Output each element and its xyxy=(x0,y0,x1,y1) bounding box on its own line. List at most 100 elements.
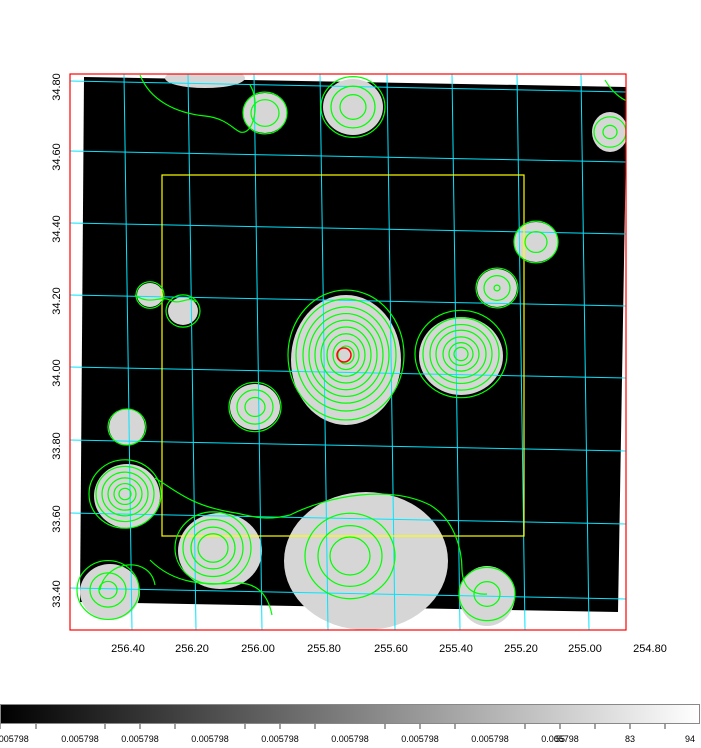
source-blob xyxy=(323,79,383,135)
contour-ring xyxy=(135,281,165,309)
colorbar-border xyxy=(0,704,700,724)
colorbar: 0.005798 0.005798 0.005798 0.005798 0.00… xyxy=(0,704,700,744)
contour-ring xyxy=(182,518,244,578)
contour-ring xyxy=(250,99,280,127)
contour-ring xyxy=(95,465,155,523)
contour-ring xyxy=(332,339,360,371)
colorbar-label: 0.005798 xyxy=(401,734,439,744)
contour-ring xyxy=(513,220,559,264)
contour-ring xyxy=(174,511,252,585)
colorbar-label: 83 xyxy=(625,734,635,744)
contour-ring xyxy=(422,317,500,391)
contour-ring xyxy=(236,389,274,425)
contour-ring xyxy=(429,323,493,385)
contour-ring xyxy=(76,559,140,621)
contour-ring xyxy=(448,342,474,367)
contour-line xyxy=(154,477,488,595)
contour-ring xyxy=(165,294,201,328)
contour-ring xyxy=(197,533,229,563)
contour-ring xyxy=(308,312,384,398)
contour-ring xyxy=(330,85,376,129)
grid-line-ra xyxy=(253,74,263,630)
contour-ring xyxy=(295,298,397,412)
grid-line-dec xyxy=(70,294,626,307)
x-tick-label: 256.20 xyxy=(175,643,209,655)
y-tick-label: 34.40 xyxy=(51,215,63,243)
grid-line-dec xyxy=(70,150,626,163)
contour-ring xyxy=(317,524,383,587)
grid-line-dec xyxy=(70,366,626,379)
y-tick-label: 34.00 xyxy=(51,359,63,387)
x-tick-label: 256.40 xyxy=(111,643,145,655)
x-tick-label: 255.20 xyxy=(504,643,538,655)
y-tick-label: 33.60 xyxy=(51,505,63,533)
colorbar-label: 0.005798 xyxy=(61,734,99,744)
contour-ring xyxy=(435,329,487,379)
contour-ring xyxy=(314,319,378,391)
source-blob xyxy=(291,295,401,425)
yellow-region-box xyxy=(161,174,525,537)
contour-ring xyxy=(98,580,118,600)
x-tick-label: 256.00 xyxy=(241,643,275,655)
contour-ring xyxy=(244,396,266,418)
contour-ring xyxy=(524,230,548,254)
contour-ring xyxy=(88,459,162,529)
colorbar-label: 0.005798 xyxy=(471,734,509,744)
x-tick-label: 255.80 xyxy=(307,643,341,655)
colorbar-gradient xyxy=(0,704,700,724)
contour-ring xyxy=(473,581,501,607)
contour-ring xyxy=(113,482,137,506)
colorbar-label: 0.005798 xyxy=(0,734,29,744)
x-axis: 256.40 256.20 256.00 255.80 255.60 255.4… xyxy=(111,643,667,655)
source-blob xyxy=(514,222,558,262)
source-blob xyxy=(109,409,145,445)
contour-ring xyxy=(89,572,127,608)
colorbar-label: 94 xyxy=(685,734,695,744)
x-tick-label: 255.00 xyxy=(568,643,602,655)
contour-ring xyxy=(320,326,372,384)
source-blob xyxy=(165,74,245,88)
contour-ring xyxy=(302,306,390,404)
contour-ring xyxy=(475,267,519,309)
contour-ring xyxy=(107,477,143,511)
contour-ring xyxy=(593,116,626,148)
contour-ring xyxy=(453,346,469,362)
colorbar-ticks xyxy=(0,724,666,729)
y-tick-label: 34.80 xyxy=(51,73,63,101)
contour-ring xyxy=(228,381,282,433)
contour-ring xyxy=(602,124,618,140)
coordinate-grid xyxy=(70,74,626,630)
contour-line xyxy=(139,74,256,133)
contour-ring xyxy=(414,309,508,399)
y-tick-label: 33.40 xyxy=(51,580,63,608)
contour-ring xyxy=(493,284,501,292)
source-position-marker xyxy=(336,347,352,363)
contour-line xyxy=(99,564,156,591)
grid-line-ra xyxy=(516,74,526,630)
y-tick-label: 34.20 xyxy=(51,287,63,315)
y-tick-label: 34.60 xyxy=(51,143,63,171)
contour-ring xyxy=(107,408,147,446)
colorbar-label: 0.005798 xyxy=(191,734,229,744)
contour-ring xyxy=(101,471,149,517)
colorbar-label: 55 xyxy=(555,734,565,744)
x-tick-label: 255.60 xyxy=(374,643,408,655)
contour-overlay xyxy=(76,74,626,622)
grid-line-ra xyxy=(386,74,396,630)
contour-ring xyxy=(337,345,355,365)
colorbar-label: 0.005798 xyxy=(121,734,159,744)
grid-line-dec xyxy=(70,587,626,600)
grid-line-dec xyxy=(70,512,626,525)
contour-ring xyxy=(118,487,132,501)
grid-line-dec xyxy=(70,439,626,452)
contour-ring xyxy=(483,275,511,301)
x-tick-label: 254.80 xyxy=(633,643,667,655)
source-blob xyxy=(284,492,448,630)
y-tick-label: 33.80 xyxy=(51,432,63,460)
colorbar-label: 0.005798 xyxy=(541,734,579,744)
grid-line-ra xyxy=(451,74,461,630)
colorbar-label: 0.005798 xyxy=(331,734,369,744)
grid-line-ra xyxy=(580,74,590,630)
contour-ring xyxy=(190,526,236,570)
